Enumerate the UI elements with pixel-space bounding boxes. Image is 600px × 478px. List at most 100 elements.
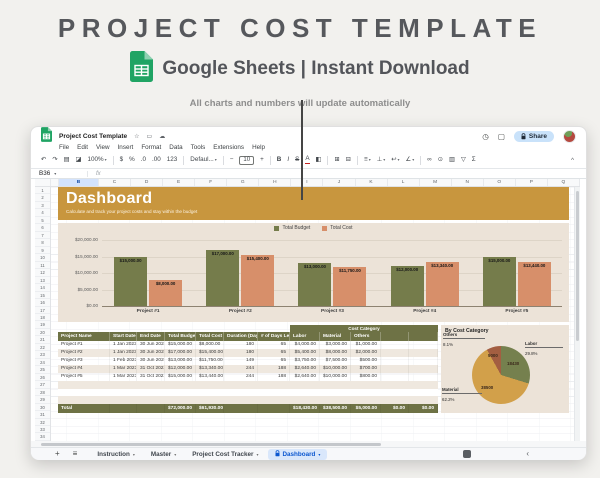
bar-chart-panel[interactable]: Total Budget Total Cost $20,000.00 $15,000… <box>58 223 569 322</box>
bold-icon[interactable]: B <box>276 155 282 163</box>
row-header-3[interactable]: 3 <box>35 202 50 210</box>
row-header-10[interactable]: 10 <box>35 254 50 262</box>
menu-extensions[interactable]: Extensions <box>213 144 245 151</box>
row-header-14[interactable]: 14 <box>35 284 50 292</box>
table-header-row[interactable]: Project Name Start Date End Date Total Budg… <box>58 332 438 341</box>
table-cell[interactable]: 1 Feb 2023 <box>110 357 137 365</box>
horizontal-scrollbar[interactable] <box>31 441 586 447</box>
sheet-tab-master[interactable]: Master ▾ <box>144 449 183 460</box>
table-cell[interactable]: $13,340.00 <box>196 365 224 373</box>
table-cell[interactable]: $500.00 <box>351 357 381 365</box>
version-history-icon[interactable]: ◷ <box>482 131 489 141</box>
table-cell[interactable]: 1 Jan 2023 <box>110 349 137 357</box>
table-cell[interactable]: Project #3 <box>58 357 110 365</box>
table-cell[interactable]: $12,000.00 <box>165 365 196 373</box>
increase-decimal-icon[interactable]: .00 <box>151 155 161 163</box>
table-cell[interactable]: Project #1 <box>58 341 110 349</box>
column-header-F[interactable]: F <box>195 179 228 186</box>
bar-group-1[interactable]: $15,000.00 $8,000.00 <box>102 240 194 306</box>
row-header-21[interactable]: 21 <box>35 336 50 344</box>
text-color-icon[interactable]: A <box>305 155 310 164</box>
show-side-panel-icon[interactable]: ‹ <box>526 449 529 458</box>
table-cell[interactable]: $800.00 <box>351 373 381 381</box>
font-select[interactable]: Defaul... ▾ <box>190 155 217 163</box>
column-header-P[interactable]: P <box>516 179 548 186</box>
table-cell[interactable]: 149 <box>224 357 258 365</box>
column-header-B[interactable]: B <box>59 179 99 186</box>
bar-total-budget[interactable]: $17,000.00 <box>206 249 240 306</box>
bar-group-2[interactable]: $17,000.00 $15,400.00 <box>194 240 286 306</box>
vertical-align-icon[interactable]: ⊥ ▾ <box>376 155 386 163</box>
table-cell[interactable]: 30 Jun 2023 <box>137 341 165 349</box>
menu-edit[interactable]: Edit <box>77 144 89 151</box>
bar-total-cost[interactable]: $11,750.00 <box>333 267 367 306</box>
table-cell[interactable]: 244 <box>224 365 258 373</box>
add-sheet-button[interactable]: + <box>55 449 60 458</box>
row-header-4[interactable]: 4 <box>35 209 50 217</box>
table-cell[interactable]: 65 <box>258 341 290 349</box>
table-cell[interactable]: 65 <box>258 357 290 365</box>
bar-total-budget[interactable]: $15,000.00 <box>482 256 516 306</box>
column-header-corner[interactable] <box>35 179 51 186</box>
merge-cells-icon[interactable]: ⊟ <box>345 155 352 163</box>
table-cell[interactable] <box>409 365 438 373</box>
text-rotation-icon[interactable]: ∠ ▾ <box>405 155 415 163</box>
table-cell[interactable]: $15,000.00 <box>165 373 196 381</box>
bar-group-4[interactable]: $12,000.00 $13,340.00 <box>379 240 471 306</box>
column-header-I[interactable]: I <box>291 179 324 186</box>
bar-total-cost[interactable]: $13,440.00 <box>517 261 551 306</box>
insert-link-icon[interactable]: ∞ <box>427 155 432 163</box>
row-header-1[interactable]: 1 <box>35 187 50 195</box>
menu-format[interactable]: Format <box>141 144 162 151</box>
document-title[interactable]: Project Cost Template <box>59 133 128 140</box>
row-header-27[interactable]: 27 <box>35 381 50 389</box>
table-cell[interactable]: 244 <box>224 373 258 381</box>
table-row-project-4[interactable]: Project #4 1 Mar 2023 31 Oct 2023 $12,000.0… <box>58 365 438 373</box>
table-cell[interactable]: $3,000.00 <box>320 341 351 349</box>
table-cell[interactable] <box>409 373 438 381</box>
table-row-project-3[interactable]: Project #3 1 Feb 2023 30 Jun 2023 $13,000.0… <box>58 357 438 365</box>
row-header-23[interactable]: 23 <box>35 351 50 359</box>
decrease-font-size-icon[interactable]: − <box>229 155 234 163</box>
table-cell[interactable]: $3,750.00 <box>290 357 320 365</box>
table-cell[interactable]: 188 <box>258 373 290 381</box>
text-wrap-icon[interactable]: ↩ ▾ <box>391 155 400 163</box>
table-cell[interactable]: 188 <box>258 365 290 373</box>
borders-icon[interactable]: ⊞ <box>334 155 340 163</box>
hide-menus-icon[interactable]: ^ <box>570 156 574 164</box>
table-cell[interactable]: $11,750.00 <box>196 357 224 365</box>
column-header-O[interactable]: O <box>484 179 516 186</box>
row-header-5[interactable]: 5 <box>35 217 50 225</box>
row-header-34[interactable]: 34 <box>35 433 50 441</box>
font-size-input[interactable]: 10 <box>239 155 255 165</box>
table-cell[interactable]: 1 Jan 2023 <box>110 341 137 349</box>
table-cell[interactable] <box>381 373 409 381</box>
table-cell[interactable] <box>381 349 409 357</box>
row-header-17[interactable]: 17 <box>35 307 50 314</box>
column-header-D[interactable]: D <box>131 179 164 186</box>
table-cell[interactable]: 1 Mar 2023 <box>110 365 137 373</box>
row-header-16[interactable]: 16 <box>35 299 50 307</box>
pie-chart[interactable] <box>472 346 530 404</box>
column-header-J[interactable]: J <box>323 179 356 186</box>
row-header-2[interactable]: 2 <box>35 194 50 202</box>
row-header-8[interactable]: 8 <box>35 239 50 247</box>
column-header-C[interactable]: C <box>99 179 132 186</box>
table-cell[interactable]: $2,640.00 <box>290 365 320 373</box>
table-cell[interactable]: $8,000.00 <box>196 341 224 349</box>
bar-total-budget[interactable]: $15,000.00 <box>114 256 148 306</box>
paint-format-icon[interactable]: ◪ <box>75 155 82 163</box>
table-cell[interactable]: $1,000.00 <box>351 341 381 349</box>
table-cell[interactable]: $700.00 <box>351 365 381 373</box>
column-header-H[interactable]: H <box>259 179 292 186</box>
horizontal-align-icon[interactable]: ≡ ▾ <box>364 155 371 163</box>
name-box[interactable]: B36 ▾ <box>39 170 87 177</box>
table-cell[interactable]: 180 <box>224 341 258 349</box>
column-header-L[interactable]: L <box>388 179 420 186</box>
table-cell[interactable]: $8,000.00 <box>320 349 351 357</box>
table-total-row[interactable]: Total $72,000.00 $61,930.00 $18,430.00 $38,5… <box>58 403 438 413</box>
sheet-status-icon[interactable] <box>463 450 471 458</box>
row-header-11[interactable]: 11 <box>35 262 50 270</box>
vertical-scrollbar[interactable] <box>574 187 580 441</box>
table-cell[interactable]: 30 Jun 2023 <box>137 349 165 357</box>
